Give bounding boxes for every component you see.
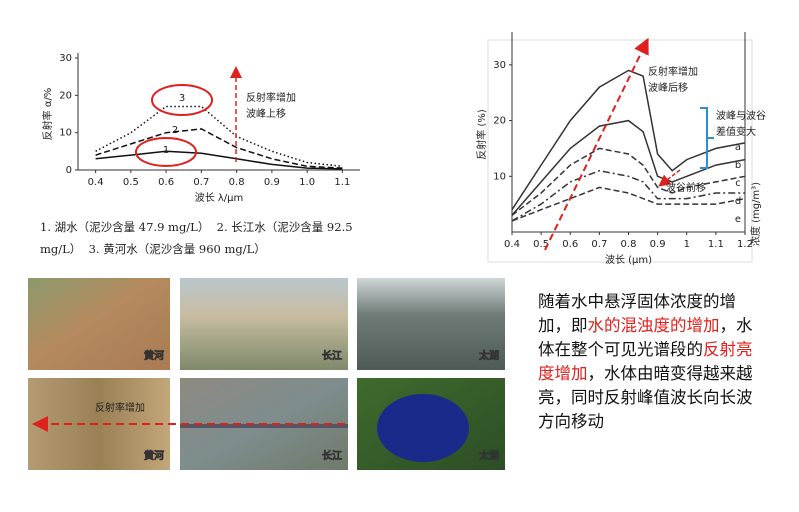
annotation: 反射率增加 [95,401,145,414]
annotation: 波谷前移 [666,181,706,194]
text: 随着水中悬浮固体浓度的增加，即 [538,292,736,335]
text: ，水体由暗变得越来越亮，同时反射峰值波长向长波方向移动 [538,364,753,431]
annotation: 差值变大 [716,125,756,138]
photo-label: 长江 [322,449,342,462]
series-label: d [735,196,741,207]
y-tick-label: 30 [59,53,72,64]
arrow [658,169,681,187]
x-tick-label: 1 [684,239,690,250]
caption-item: 1. 湖水（泥沙含量 47.9 mg/L） [40,220,210,234]
x-tick-label: 1.1 [708,239,724,250]
annotation: 波峰上移 [246,107,286,120]
lake [377,394,469,462]
series-line [511,69,746,211]
caption-item: 3. 黄河水（泥沙含量 960 mg/L） [88,242,266,256]
photo-label: 黄河 [144,349,164,362]
photo-label: 长江 [322,349,342,362]
photo-label: 黄河 [144,449,164,462]
annotation: 波峰与波谷 [716,109,766,122]
x-tick-label: 1.2 [737,239,753,250]
chart-right: 0.4 0.5 0.6 0.7 0.8 0.9 1 1.1 1.2 10 20 30 波长 (μm) 反射… [475,32,766,266]
x-tick-label: 0.8 [621,239,637,250]
x-tick-label: 0.4 [88,177,104,188]
photo-label: 太湖 [478,449,499,462]
x-tick-label: 0.6 [562,239,578,250]
highlight-ring [135,137,197,167]
text: ，水体在整个可见光谱段的 [538,316,753,359]
x-tick-label: 1.1 [334,177,350,188]
chart-left: 0.4 0.5 0.6 0.7 0.8 0.9 1.0 1.1 0 10 20 30 波长 λ/μm 反射… [41,53,360,204]
x-tick-label: 0.5 [533,239,549,250]
x-tick-label: 0.5 [123,177,139,188]
series-label: e [735,214,741,225]
series-label: 3 [179,93,185,104]
bracket [700,107,714,169]
bridge [180,424,348,428]
x-tick-label: 0.6 [158,177,174,188]
y2-axis-label: 浓度 (mg/m³) [749,182,762,246]
highlight: 反射亮度增加 [538,340,753,383]
description: 随着水中悬浮固体浓度的增加，即水的混浊度的增加，水体在整个可见光谱段的反射亮度增… [538,290,760,434]
series-line [95,128,343,169]
annotation: 波峰后移 [648,81,688,94]
x-tick-label: 0.7 [591,239,607,250]
series-line [511,147,746,216]
series-line [95,105,343,168]
y-tick-label: 20 [59,90,72,101]
y-axis-label: 反射率 α/% [41,88,54,141]
chart-frame [487,39,753,263]
y-tick-label: 30 [493,60,506,71]
photo-label: 太湖 [478,349,499,362]
photo [357,278,505,370]
annotation: 反射率增加 [648,65,698,78]
caption-item: 2. 长江水（泥沙含量 92.5 mg/L） [40,220,353,256]
y-axis-label: 反射率 (%) [475,109,488,160]
arrow [544,37,649,251]
series-label: a [735,142,741,153]
x-tick-label: 0.7 [193,177,209,188]
series-line [511,186,746,222]
x-tick-label: 0.4 [504,239,520,250]
series-line [511,119,746,216]
series-label: 2 [172,125,178,136]
series-label: 1 [163,145,169,156]
caption: 1. 湖水（泥沙含量 47.9 mg/L） 2. 长江水（泥沙含量 92.5 m… [40,216,385,260]
series-label: c [735,178,741,189]
photo [28,278,170,370]
y-tick-label: 10 [493,171,506,182]
y-tick-label: 10 [59,128,72,139]
series-label: b [735,160,741,171]
x-axis-label: 波长 (μm) [605,253,652,266]
highlight-ring [151,84,213,116]
x-tick-label: 0.9 [650,239,666,250]
x-tick-label: 0.8 [229,177,245,188]
x-axis-label: 波长 λ/μm [195,191,244,204]
y-tick-label: 20 [493,116,506,127]
photo [180,278,348,370]
highlight: 水的混浊度的增加 [587,316,720,335]
y-tick-label: 0 [66,165,72,176]
x-tick-label: 1.0 [299,177,315,188]
series-line [511,169,745,222]
x-tick-label: 0.9 [264,177,280,188]
annotation: 反射率增加 [246,91,296,104]
